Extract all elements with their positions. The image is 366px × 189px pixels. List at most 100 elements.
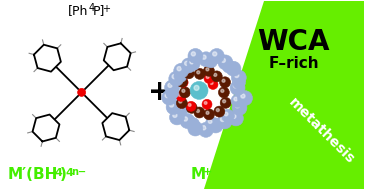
Circle shape bbox=[206, 111, 209, 114]
Circle shape bbox=[176, 91, 186, 101]
Circle shape bbox=[162, 90, 177, 105]
Circle shape bbox=[165, 93, 169, 98]
Circle shape bbox=[190, 120, 193, 124]
Circle shape bbox=[177, 67, 181, 71]
Circle shape bbox=[165, 80, 180, 95]
Circle shape bbox=[177, 72, 180, 76]
Circle shape bbox=[225, 63, 229, 67]
Text: +: + bbox=[102, 4, 111, 14]
Circle shape bbox=[176, 98, 187, 108]
Text: F–rich: F–rich bbox=[268, 56, 319, 71]
Circle shape bbox=[223, 100, 226, 103]
Circle shape bbox=[166, 100, 181, 115]
Circle shape bbox=[166, 86, 179, 99]
Circle shape bbox=[229, 65, 234, 69]
Circle shape bbox=[241, 94, 245, 98]
Circle shape bbox=[219, 87, 229, 98]
Circle shape bbox=[210, 82, 213, 84]
Circle shape bbox=[238, 91, 253, 106]
Text: +: + bbox=[203, 167, 212, 177]
Circle shape bbox=[169, 110, 184, 125]
Circle shape bbox=[212, 121, 216, 125]
Circle shape bbox=[235, 73, 239, 77]
Circle shape bbox=[208, 120, 212, 123]
Circle shape bbox=[188, 49, 203, 64]
Circle shape bbox=[208, 79, 218, 89]
Circle shape bbox=[173, 113, 177, 117]
Circle shape bbox=[174, 69, 187, 82]
Circle shape bbox=[180, 114, 195, 129]
Text: metathesis: metathesis bbox=[286, 95, 357, 167]
Circle shape bbox=[204, 74, 214, 83]
Circle shape bbox=[179, 100, 182, 103]
Circle shape bbox=[177, 76, 188, 87]
Circle shape bbox=[168, 83, 172, 88]
Circle shape bbox=[191, 52, 195, 56]
Text: +: + bbox=[147, 78, 171, 106]
Circle shape bbox=[218, 55, 233, 70]
Circle shape bbox=[234, 84, 238, 88]
Polygon shape bbox=[204, 1, 364, 189]
Circle shape bbox=[194, 107, 205, 118]
Circle shape bbox=[204, 101, 207, 104]
Circle shape bbox=[188, 105, 192, 108]
Circle shape bbox=[208, 118, 223, 133]
Circle shape bbox=[202, 126, 206, 130]
Text: 4: 4 bbox=[89, 3, 95, 13]
Circle shape bbox=[188, 104, 191, 106]
Circle shape bbox=[180, 80, 183, 82]
Circle shape bbox=[178, 77, 188, 88]
Text: P]: P] bbox=[93, 4, 105, 17]
Circle shape bbox=[187, 118, 199, 131]
Circle shape bbox=[205, 55, 217, 68]
Circle shape bbox=[226, 61, 241, 76]
Circle shape bbox=[232, 76, 246, 89]
Circle shape bbox=[213, 52, 217, 56]
Circle shape bbox=[176, 102, 188, 115]
Circle shape bbox=[78, 88, 86, 96]
Circle shape bbox=[191, 124, 195, 129]
Circle shape bbox=[182, 89, 185, 92]
Circle shape bbox=[198, 122, 213, 137]
Circle shape bbox=[179, 87, 190, 98]
Circle shape bbox=[197, 71, 200, 74]
Circle shape bbox=[232, 114, 236, 119]
Circle shape bbox=[187, 57, 200, 70]
Text: M′(BH: M′(BH bbox=[8, 167, 58, 183]
Circle shape bbox=[221, 89, 224, 92]
Text: ): ) bbox=[60, 167, 67, 183]
Circle shape bbox=[172, 74, 176, 79]
Circle shape bbox=[232, 100, 247, 115]
Circle shape bbox=[183, 117, 187, 121]
Text: n−: n− bbox=[71, 167, 86, 177]
Circle shape bbox=[205, 117, 219, 130]
Text: [Ph: [Ph bbox=[68, 4, 88, 17]
Circle shape bbox=[220, 97, 231, 108]
Circle shape bbox=[224, 112, 228, 116]
Circle shape bbox=[169, 89, 172, 93]
Circle shape bbox=[194, 68, 205, 79]
Circle shape bbox=[188, 121, 203, 136]
Circle shape bbox=[222, 79, 225, 82]
Circle shape bbox=[197, 109, 199, 112]
Circle shape bbox=[222, 60, 235, 73]
Circle shape bbox=[169, 71, 184, 86]
Circle shape bbox=[202, 55, 206, 59]
Circle shape bbox=[206, 76, 209, 78]
Circle shape bbox=[230, 81, 245, 95]
Circle shape bbox=[235, 104, 239, 108]
Text: 4: 4 bbox=[66, 168, 74, 178]
Text: 4: 4 bbox=[55, 168, 63, 178]
Circle shape bbox=[179, 105, 182, 109]
Circle shape bbox=[179, 79, 182, 82]
Circle shape bbox=[216, 108, 219, 112]
Circle shape bbox=[234, 97, 238, 101]
Circle shape bbox=[203, 109, 214, 120]
Circle shape bbox=[186, 102, 197, 113]
Circle shape bbox=[214, 106, 225, 117]
Circle shape bbox=[178, 94, 181, 96]
Circle shape bbox=[221, 109, 234, 122]
Circle shape bbox=[217, 114, 232, 129]
Circle shape bbox=[214, 73, 217, 76]
Circle shape bbox=[206, 68, 209, 71]
